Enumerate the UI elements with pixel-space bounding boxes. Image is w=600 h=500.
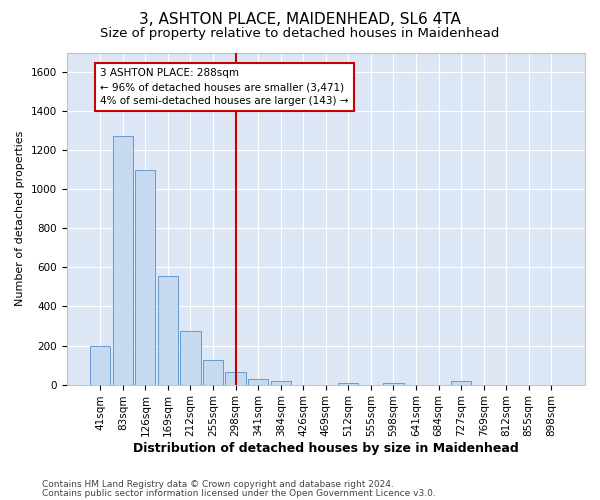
X-axis label: Distribution of detached houses by size in Maidenhead: Distribution of detached houses by size … (133, 442, 518, 455)
Bar (181, 331, 200, 384)
Bar (271, 380, 291, 384)
Text: 3, ASHTON PLACE, MAIDENHEAD, SL6 4TA: 3, ASHTON PLACE, MAIDENHEAD, SL6 4TA (139, 12, 461, 28)
Bar (383, 382, 404, 384)
Bar (338, 382, 358, 384)
Text: 3 ASHTON PLACE: 288sqm
← 96% of detached houses are smaller (3,471)
4% of semi-d: 3 ASHTON PLACE: 288sqm ← 96% of detached… (100, 68, 349, 106)
Text: Contains public sector information licensed under the Open Government Licence v3: Contains public sector information licen… (42, 488, 436, 498)
Bar (203, 360, 223, 384)
Bar (248, 378, 268, 384)
Bar (113, 136, 133, 384)
Bar (158, 276, 178, 384)
Text: Size of property relative to detached houses in Maidenhead: Size of property relative to detached ho… (100, 28, 500, 40)
Bar (226, 372, 246, 384)
Text: Contains HM Land Registry data © Crown copyright and database right 2024.: Contains HM Land Registry data © Crown c… (42, 480, 394, 489)
Bar (451, 380, 471, 384)
Y-axis label: Number of detached properties: Number of detached properties (15, 131, 25, 306)
Bar (90, 346, 110, 385)
Bar (135, 170, 155, 384)
